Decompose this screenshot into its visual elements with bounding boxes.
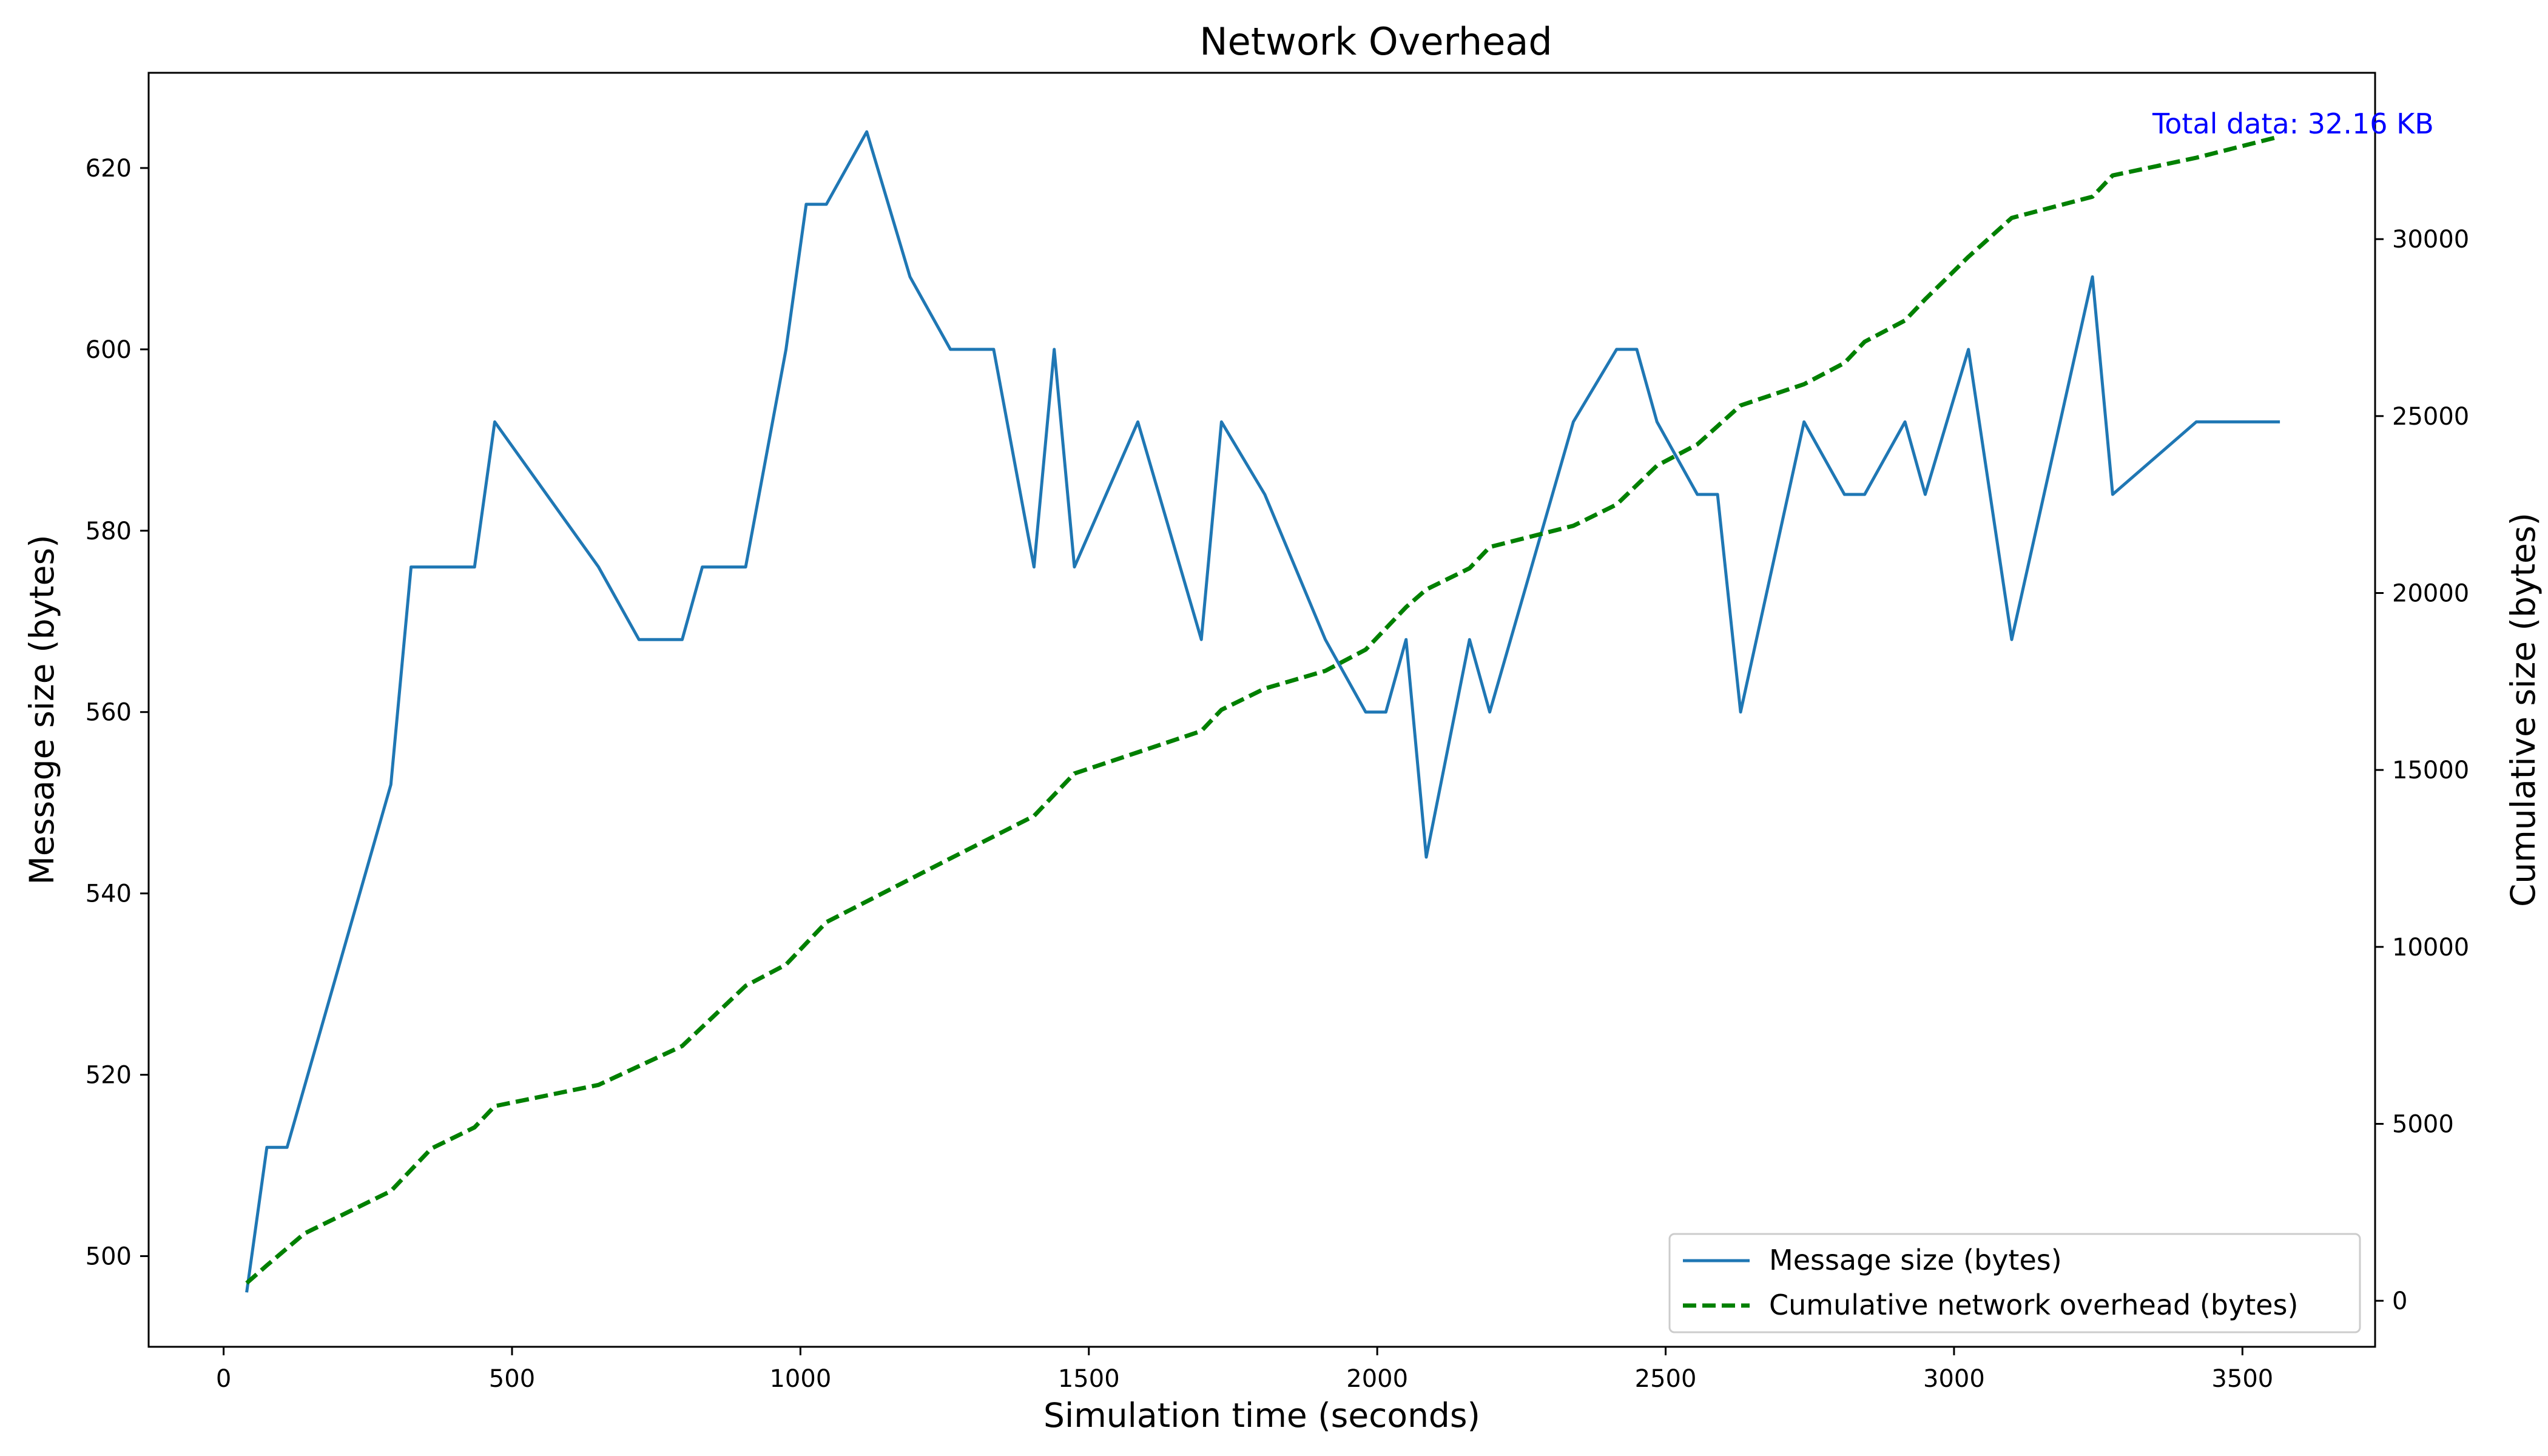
- x-tick-label: 500: [489, 1365, 535, 1393]
- x-tick-label: 1500: [1058, 1365, 1120, 1393]
- left-y-tick-label: 520: [86, 1062, 132, 1090]
- plot-area: 0 500 1000 1500 2000 2500 3000 3500 500 520 540 56…: [86, 72, 2469, 1393]
- x-tick-label: 3000: [1923, 1365, 1985, 1393]
- legend: Message size (bytes) Cumulative network …: [1668, 1233, 2361, 1333]
- x-tick-label: 3500: [2211, 1365, 2273, 1393]
- right-y-tick-label: 0: [2392, 1287, 2407, 1315]
- legend-entry-cumulative-overhead: Cumulative network overhead (bytes): [1769, 1289, 2298, 1321]
- left-y-tick-label: 580: [86, 517, 132, 545]
- series-layer: [245, 130, 2280, 1293]
- left-axis-ticks: 500 520 540 560 580 600 620: [86, 155, 149, 1271]
- chart-title: Network Overhead: [1199, 19, 1552, 64]
- cumulative-overhead-line: [245, 134, 2280, 1285]
- left-axis-label: Message size (bytes): [22, 534, 61, 885]
- right-axis-ticks: 0 5000 10000 15000 20000 25000 30000: [2375, 226, 2469, 1315]
- x-axis-ticks: 0 500 1000 1500 2000 2500 3000 3500: [216, 1347, 2273, 1393]
- x-tick-label: 2000: [1346, 1365, 1408, 1393]
- right-y-tick-label: 20000: [2392, 580, 2469, 608]
- x-tick-label: 2500: [1635, 1365, 1697, 1393]
- x-axis-label: Simulation time (seconds): [1043, 1396, 1480, 1435]
- right-y-tick-label: 5000: [2392, 1111, 2454, 1139]
- total-data-annotation: Total data: 32.16 KB: [2152, 107, 2434, 140]
- left-y-tick-label: 560: [86, 699, 132, 727]
- left-y-tick-label: 600: [86, 336, 132, 364]
- right-y-tick-label: 25000: [2392, 403, 2469, 431]
- x-tick-label: 1000: [769, 1365, 831, 1393]
- plot-frame: [147, 72, 2376, 1348]
- right-y-tick-label: 10000: [2392, 934, 2469, 962]
- legend-entry-message-size: Message size (bytes): [1769, 1244, 2062, 1276]
- right-axis-label: Cumulative size (bytes): [2504, 513, 2543, 907]
- legend-box: [1668, 1233, 2361, 1333]
- message-size-line: [245, 130, 2280, 1293]
- left-y-tick-label: 500: [86, 1243, 132, 1271]
- x-tick-label: 0: [216, 1365, 231, 1393]
- left-y-tick-label: 620: [86, 155, 132, 183]
- left-y-tick-label: 540: [86, 880, 132, 908]
- right-y-tick-label: 15000: [2392, 757, 2469, 784]
- right-y-tick-label: 30000: [2392, 226, 2469, 254]
